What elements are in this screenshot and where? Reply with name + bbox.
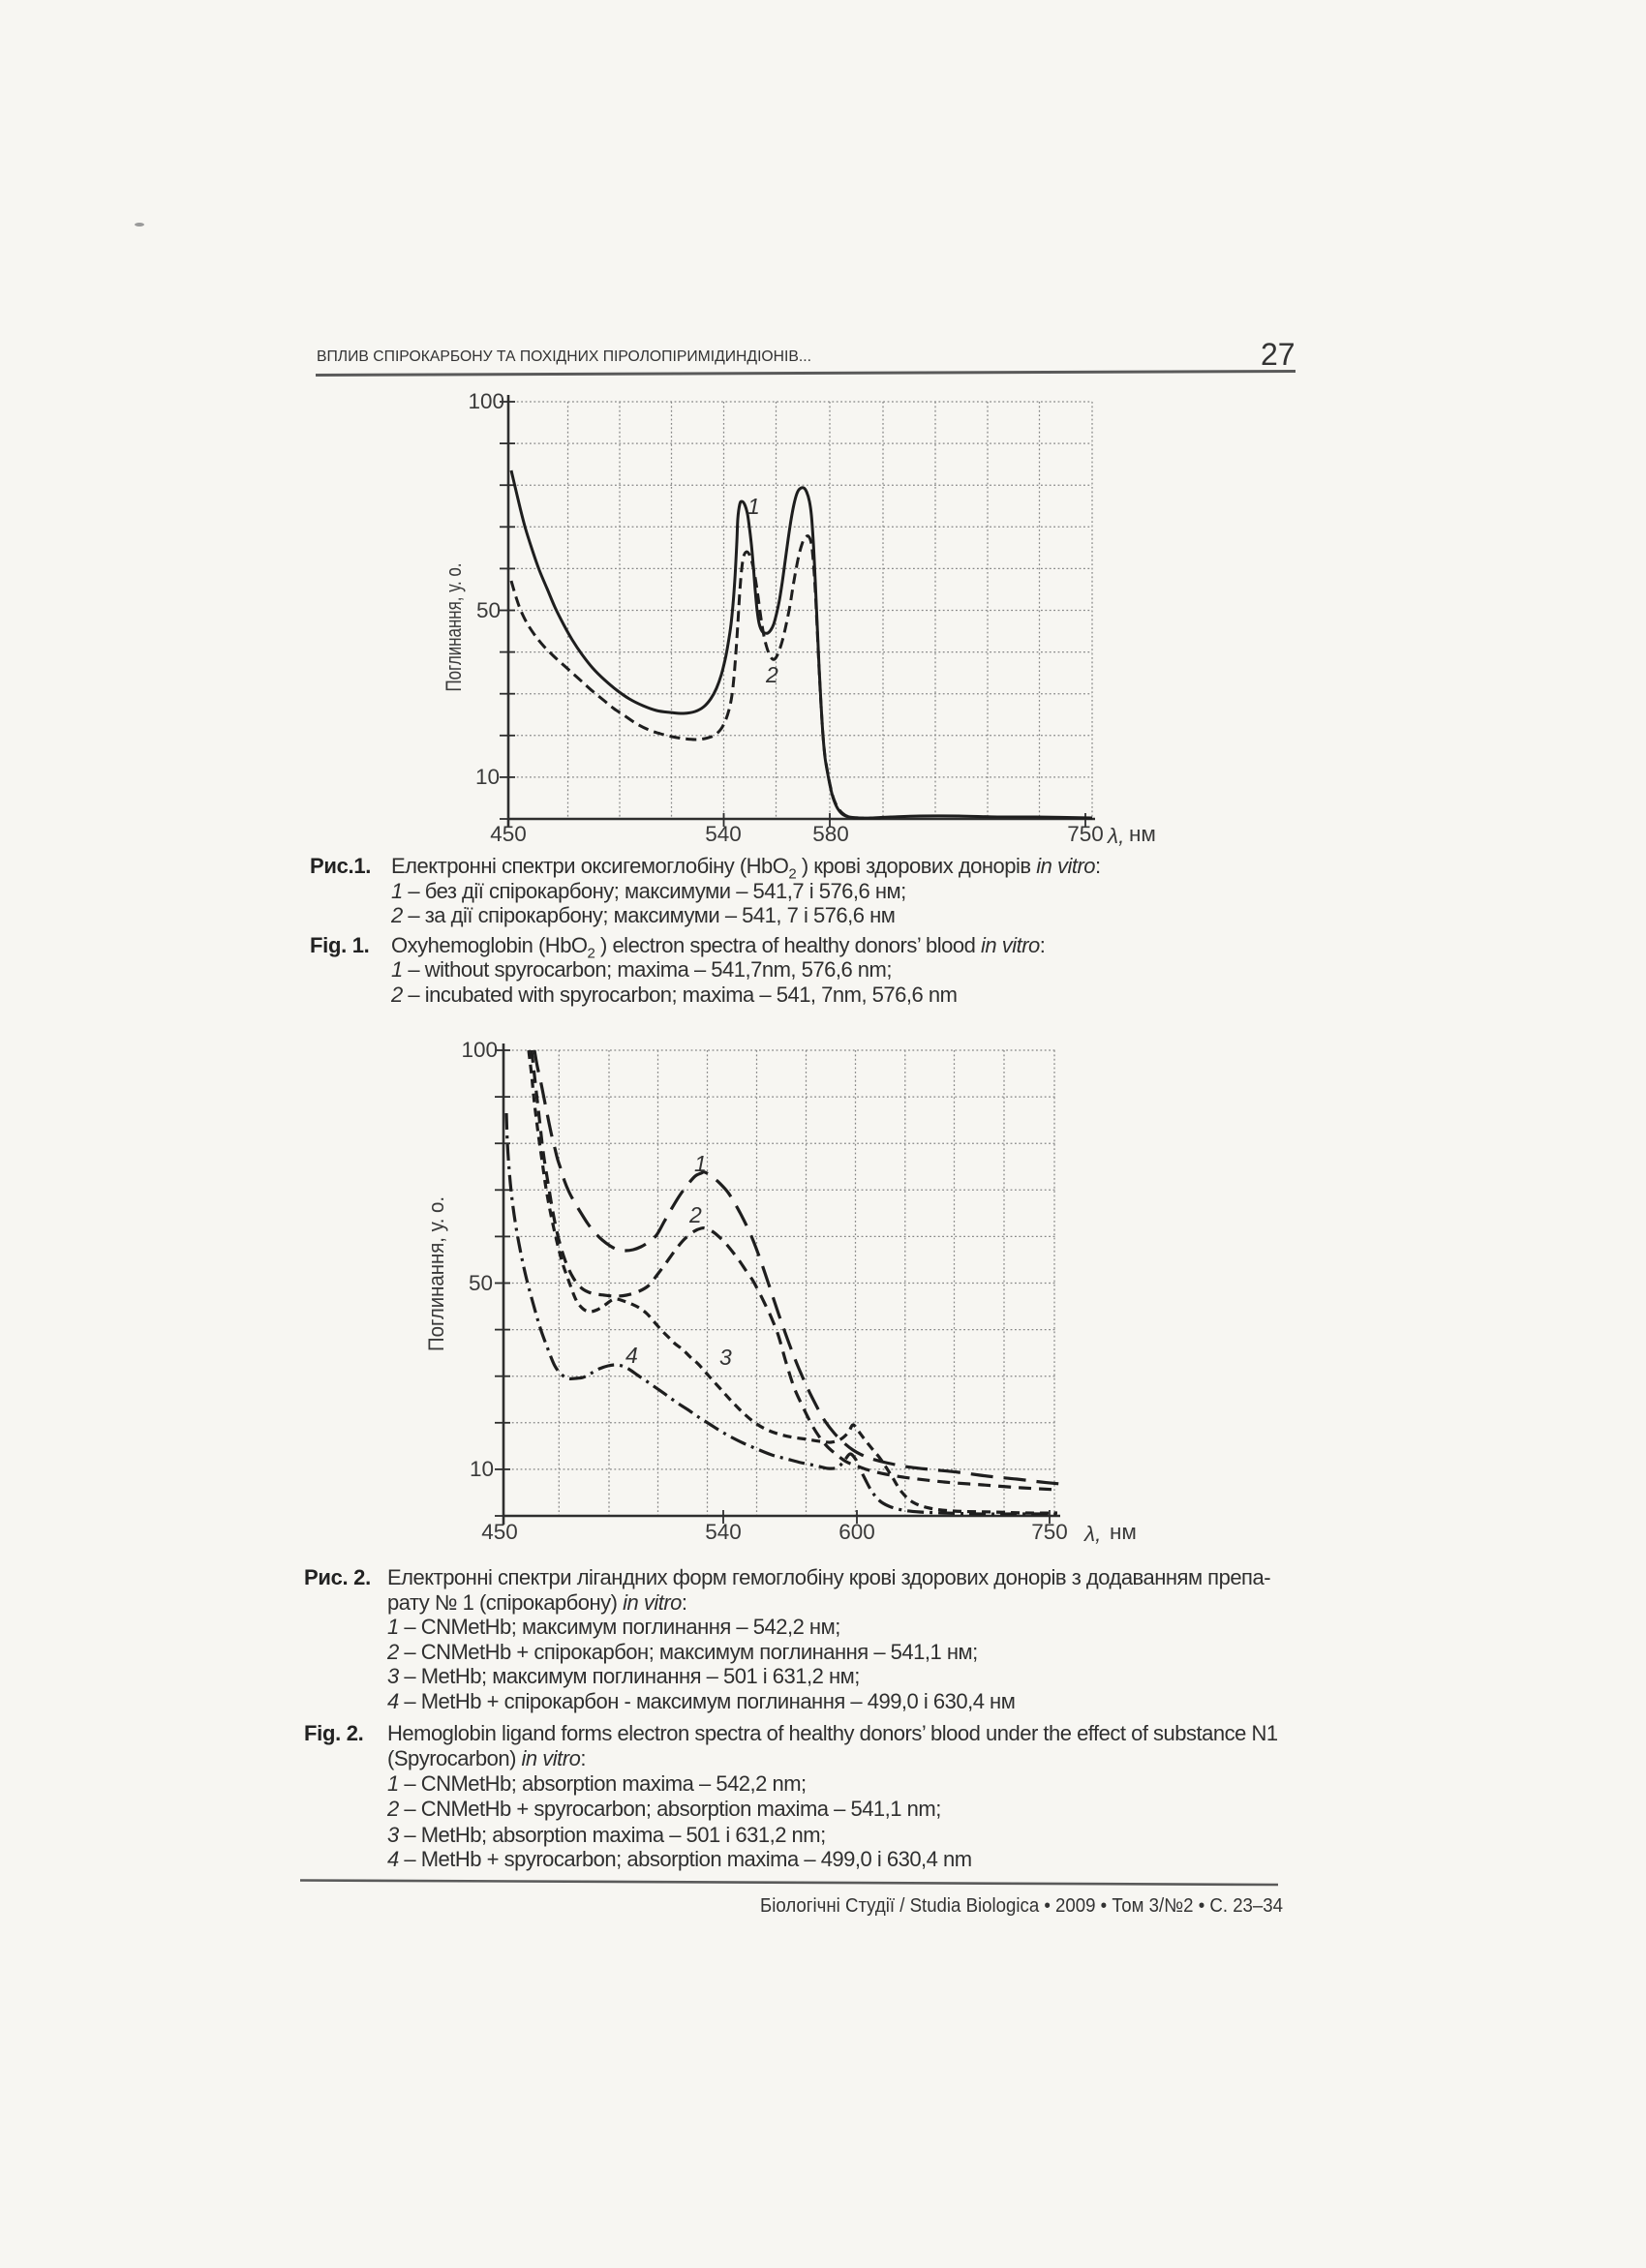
svg-text:10: 10	[475, 765, 500, 789]
svg-text:2: 2	[688, 1202, 702, 1227]
svg-text:540: 540	[705, 1520, 742, 1544]
svg-text:λ,: λ,	[1106, 824, 1124, 848]
svg-text:600: 600	[838, 1520, 875, 1544]
svg-text:450: 450	[490, 822, 527, 846]
svg-text:750: 750	[1031, 1520, 1068, 1544]
svg-text:4: 4	[625, 1343, 638, 1368]
svg-text:750: 750	[1067, 822, 1104, 846]
svg-text:1: 1	[747, 494, 760, 519]
svg-text:100: 100	[468, 389, 504, 413]
svg-text:1: 1	[694, 1151, 707, 1176]
svg-text:27: 27	[1261, 337, 1295, 372]
svg-text:ВПЛИВ СПІРОКАРБОНУ ТА ПОХІДНИХ: ВПЛИВ СПІРОКАРБОНУ ТА ПОХІДНИХ ПІРОЛОПІР…	[317, 348, 811, 365]
svg-text:3: 3	[719, 1345, 732, 1370]
svg-text:580: 580	[812, 822, 849, 846]
svg-text:50: 50	[476, 598, 501, 622]
svg-text:λ,: λ,	[1082, 1522, 1101, 1546]
svg-text:нм: нм	[1129, 822, 1156, 846]
svg-text:100: 100	[461, 1038, 498, 1062]
svg-text:540: 540	[705, 822, 742, 846]
svg-text:нм: нм	[1110, 1520, 1137, 1544]
svg-text:450: 450	[481, 1520, 518, 1544]
svg-text:Поглинання, у. о.: Поглинання, у. о.	[442, 563, 466, 692]
svg-text:Поглинання, у. о.: Поглинання, у. о.	[424, 1196, 448, 1351]
svg-text:2: 2	[765, 662, 778, 687]
svg-text:10: 10	[470, 1457, 494, 1481]
svg-text:50: 50	[469, 1271, 493, 1295]
svg-text:Біологічні Студії / Studia Bio: Біологічні Студії / Studia Biologica • 2…	[760, 1895, 1283, 1917]
